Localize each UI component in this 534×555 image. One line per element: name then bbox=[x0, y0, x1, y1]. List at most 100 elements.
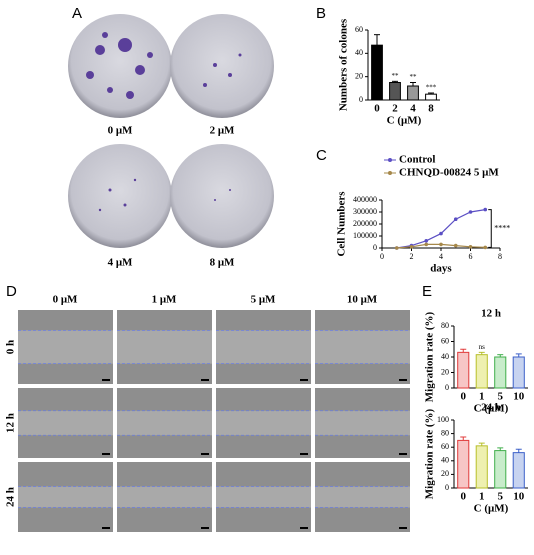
x-tick-label: 0 bbox=[461, 491, 467, 503]
dish bbox=[68, 14, 172, 118]
scale-bar bbox=[201, 453, 209, 455]
x-tick-label: 5 bbox=[498, 391, 504, 403]
y-tick-label: 80 bbox=[441, 428, 449, 437]
x-tick-label: 4 bbox=[410, 103, 416, 115]
bar bbox=[494, 450, 507, 489]
dish bbox=[68, 144, 172, 248]
y-tick-label: 400000 bbox=[353, 195, 377, 204]
wound-area bbox=[315, 486, 410, 508]
x-tick-label: 5 bbox=[498, 491, 504, 503]
marker bbox=[483, 245, 488, 250]
scale-bar bbox=[300, 379, 308, 381]
bar bbox=[407, 85, 419, 101]
wound-area bbox=[117, 486, 212, 508]
y-axis-label: Migration rate (%) bbox=[424, 311, 436, 402]
x-tick-label: 8 bbox=[498, 252, 502, 261]
dish-label: 0 μM bbox=[108, 125, 133, 137]
y-tick-label: 0 bbox=[445, 383, 449, 392]
panel-label: A bbox=[72, 5, 82, 22]
column-label: 0 μM bbox=[53, 294, 78, 306]
y-tick-label: 60 bbox=[441, 336, 449, 345]
bar bbox=[475, 354, 488, 389]
x-tick-label: 6 bbox=[469, 252, 473, 261]
x-tick-label: 10 bbox=[513, 391, 525, 403]
y-tick-label: 80 bbox=[441, 321, 449, 330]
wound-area bbox=[216, 486, 311, 508]
y-tick-label: 0 bbox=[445, 483, 449, 492]
bar bbox=[512, 452, 525, 489]
chart-title: 24 h bbox=[481, 402, 501, 414]
x-tick-label: 2 bbox=[410, 252, 414, 261]
x-tick-label: 0 bbox=[380, 252, 384, 261]
wound-area bbox=[315, 330, 410, 364]
marker bbox=[483, 207, 488, 212]
bar bbox=[457, 439, 470, 489]
dish-label: 8 μM bbox=[210, 257, 235, 269]
series-line bbox=[396, 209, 486, 249]
dish-label: 2 μM bbox=[210, 125, 235, 137]
x-tick-label: 8 bbox=[428, 103, 434, 115]
y-tick-label: 60 bbox=[355, 25, 363, 34]
column-label: 5 μM bbox=[251, 294, 276, 306]
marker bbox=[394, 246, 399, 250]
y-axis-label: Numbers of colones bbox=[338, 18, 350, 111]
x-tick-label: 1 bbox=[479, 491, 485, 503]
marker bbox=[424, 242, 429, 247]
y-tick-label: 300000 bbox=[353, 207, 377, 216]
x-axis-label: C (μM) bbox=[474, 503, 509, 515]
bracket bbox=[488, 209, 492, 248]
scale-bar bbox=[300, 527, 308, 529]
annotation: **** bbox=[494, 223, 510, 232]
scale-bar bbox=[399, 379, 407, 381]
scale-bar bbox=[102, 453, 110, 455]
marker bbox=[439, 231, 443, 236]
row-label: 12 h bbox=[5, 413, 17, 433]
y-tick-label: 200000 bbox=[353, 219, 377, 228]
marker bbox=[453, 243, 458, 248]
panel-label: E bbox=[422, 283, 432, 300]
bar bbox=[371, 44, 383, 101]
scale-bar bbox=[201, 527, 209, 529]
colonies bbox=[86, 32, 242, 212]
y-tick-label: 100 bbox=[437, 415, 449, 424]
panel-label: C bbox=[316, 147, 327, 164]
x-tick-label: 1 bbox=[479, 391, 485, 403]
y-tick-label: 40 bbox=[355, 48, 363, 57]
y-tick-label: 0 bbox=[359, 95, 363, 104]
scale-bar bbox=[399, 527, 407, 529]
bar bbox=[389, 82, 401, 101]
x-tick-label: 2 bbox=[392, 103, 398, 115]
wound-area bbox=[216, 410, 311, 436]
bar bbox=[494, 356, 507, 389]
marker bbox=[409, 245, 414, 249]
significance: ** bbox=[392, 72, 400, 80]
panel-label: D bbox=[6, 283, 17, 300]
column-label: 1 μM bbox=[152, 294, 177, 306]
bar bbox=[475, 445, 488, 489]
wound-area bbox=[18, 410, 113, 436]
wound-area bbox=[117, 410, 212, 436]
dish bbox=[170, 14, 274, 118]
wound-area bbox=[18, 486, 113, 508]
scale-bar bbox=[102, 379, 110, 381]
y-tick-label: 40 bbox=[441, 456, 449, 465]
row-label: 0 h bbox=[5, 340, 17, 354]
y-tick-label: 20 bbox=[441, 367, 449, 376]
legend-label: Control bbox=[399, 154, 435, 166]
scale-bar bbox=[102, 527, 110, 529]
y-tick-label: 100000 bbox=[353, 231, 377, 240]
scale-bar bbox=[300, 453, 308, 455]
bar bbox=[512, 356, 525, 389]
y-tick-label: 40 bbox=[441, 352, 449, 361]
x-tick-label: 4 bbox=[439, 252, 443, 261]
wound-area bbox=[315, 410, 410, 436]
significance: *** bbox=[426, 84, 437, 92]
dish bbox=[170, 144, 274, 248]
marker bbox=[424, 239, 429, 243]
y-axis-label: Migration rate (%) bbox=[424, 408, 436, 499]
x-tick-label: 0 bbox=[374, 103, 380, 115]
bar bbox=[425, 93, 437, 101]
wound-area bbox=[117, 330, 212, 364]
x-axis-label: days bbox=[430, 263, 452, 275]
scale-bar bbox=[399, 453, 407, 455]
